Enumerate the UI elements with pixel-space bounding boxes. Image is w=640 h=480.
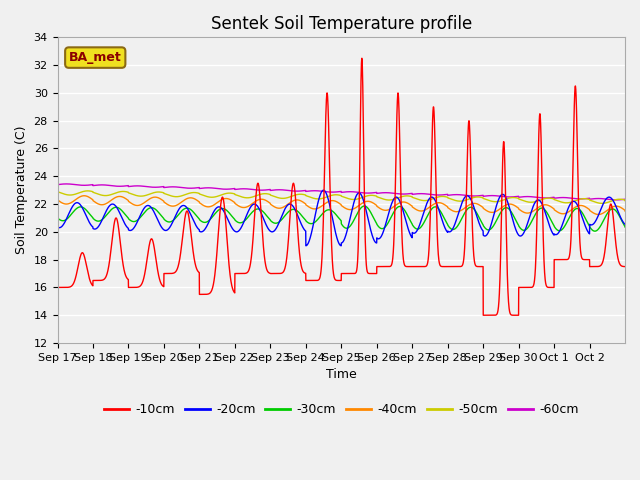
-40cm (432, 200, 440, 206)
Line: -30cm: -30cm (58, 206, 625, 231)
-10cm (499, 179, 506, 184)
-20cm (320, 187, 328, 193)
-20cm (433, 200, 440, 205)
-10cm (621, 264, 629, 269)
-30cm (432, 204, 440, 210)
-10cm (152, 252, 159, 257)
-50cm (490, 199, 497, 204)
-60cm (152, 184, 159, 190)
-10cm (473, 264, 481, 269)
-60cm (490, 193, 497, 199)
-10cm (358, 55, 365, 61)
Line: -40cm: -40cm (58, 196, 625, 215)
-20cm (499, 192, 506, 197)
-60cm (421, 191, 429, 197)
-40cm (80, 193, 88, 199)
-10cm (490, 312, 497, 318)
-30cm (591, 228, 598, 234)
-20cm (621, 221, 629, 227)
-60cm (432, 192, 440, 198)
-60cm (621, 197, 629, 203)
-20cm (302, 243, 310, 249)
-20cm (474, 215, 481, 220)
-50cm (473, 194, 481, 200)
-20cm (490, 213, 497, 218)
Legend: -10cm, -20cm, -30cm, -40cm, -50cm, -60cm: -10cm, -20cm, -30cm, -40cm, -50cm, -60cm (99, 398, 584, 421)
-20cm (54, 224, 61, 230)
-40cm (421, 207, 429, 213)
-40cm (621, 208, 629, 214)
-10cm (479, 312, 487, 318)
Line: -50cm: -50cm (58, 191, 625, 204)
-30cm (360, 203, 368, 209)
Title: Sentek Soil Temperature profile: Sentek Soil Temperature profile (211, 15, 472, 33)
Text: BA_met: BA_met (69, 51, 122, 64)
-40cm (595, 212, 602, 217)
-60cm (498, 193, 506, 199)
-50cm (84, 188, 92, 194)
-50cm (152, 190, 159, 195)
-50cm (54, 189, 61, 194)
-50cm (621, 198, 629, 204)
Line: -20cm: -20cm (58, 190, 625, 246)
Line: -60cm: -60cm (58, 184, 625, 200)
-30cm (473, 211, 481, 216)
-10cm (421, 264, 429, 269)
-30cm (498, 208, 506, 214)
-30cm (54, 215, 61, 221)
Y-axis label: Soil Temperature (C): Soil Temperature (C) (15, 126, 28, 254)
-30cm (152, 206, 159, 212)
-40cm (498, 204, 506, 210)
-50cm (498, 198, 506, 204)
-30cm (421, 218, 429, 224)
-50cm (432, 195, 440, 201)
-20cm (421, 206, 429, 212)
-40cm (473, 201, 481, 207)
-10cm (432, 189, 440, 194)
-50cm (421, 198, 429, 204)
X-axis label: Time: Time (326, 368, 356, 381)
-60cm (473, 193, 481, 199)
-30cm (621, 224, 629, 230)
-10cm (54, 285, 61, 290)
-20cm (152, 212, 159, 217)
-40cm (490, 209, 497, 215)
-40cm (54, 197, 61, 203)
-30cm (490, 223, 497, 228)
-60cm (54, 182, 61, 188)
-60cm (63, 181, 70, 187)
Line: -10cm: -10cm (58, 58, 625, 315)
-50cm (598, 201, 606, 206)
-40cm (152, 194, 159, 200)
